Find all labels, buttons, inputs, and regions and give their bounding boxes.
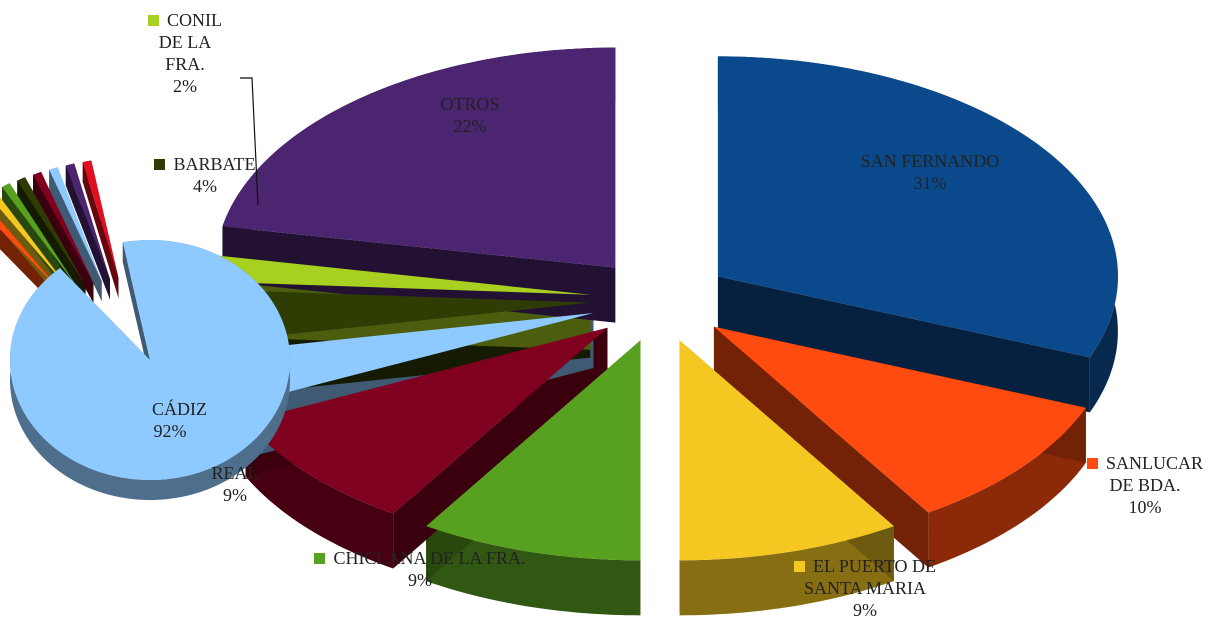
- percent-label: 92%: [153, 421, 187, 441]
- percent-label: 9%: [853, 600, 877, 620]
- percent-label: 10%: [1128, 497, 1162, 517]
- slice-edge: [33, 174, 94, 304]
- slice: [191, 253, 591, 295]
- slice-label: REAL 9%: [200, 462, 270, 506]
- slice-label: OTROS 22%: [400, 93, 540, 137]
- category-name: OTROS: [440, 94, 500, 114]
- slice-side: [426, 526, 641, 616]
- slice-side: [679, 526, 894, 616]
- slice: [2, 183, 78, 288]
- slice: [82, 160, 119, 279]
- slice-label: SAN FERNANDO 31%: [860, 150, 1000, 194]
- percent-label: 9%: [408, 570, 432, 590]
- slice-label: CÁDIZ 92%: [110, 398, 230, 442]
- slice: [33, 171, 94, 284]
- slice: [717, 56, 1118, 358]
- legend-key: [314, 553, 326, 564]
- slice-label: CONIL DE LA FRA. 2%: [140, 9, 230, 97]
- slice: [713, 326, 1086, 513]
- percent-label: 9%: [223, 485, 247, 505]
- category-name: BARBATE: [173, 154, 256, 174]
- slice: [49, 167, 102, 282]
- slice: [65, 163, 111, 280]
- legend-key: [154, 159, 166, 170]
- slice-label: BARBATE 4%: [140, 153, 270, 197]
- slice-edge: [122, 242, 150, 380]
- slice: [679, 340, 894, 561]
- percent-label: 4%: [193, 176, 217, 196]
- slice: [17, 177, 86, 286]
- slice-edge: [713, 326, 929, 568]
- leader-line: [240, 77, 259, 206]
- slice: [245, 327, 608, 514]
- percent-label: 31%: [913, 173, 947, 193]
- slice-side: [928, 407, 1086, 568]
- slice: [0, 197, 71, 291]
- slice-edge: [49, 169, 102, 302]
- main-pie: [190, 47, 1118, 616]
- legend-key: [148, 15, 159, 26]
- legend-key: [794, 561, 806, 572]
- slice: [426, 340, 641, 561]
- slice-label: SANLUCAR DE BDA. 10%: [1075, 452, 1215, 518]
- category-name: REAL: [211, 463, 259, 483]
- slice: [190, 288, 591, 344]
- slice-label: EL PUERTO DE SANTA MARIA 9%: [770, 555, 960, 621]
- cadiz-pie: [0, 160, 290, 500]
- legend-key: [133, 404, 144, 415]
- slice-edge: [82, 162, 119, 299]
- slice-edge: [222, 226, 616, 323]
- slice: [0, 220, 64, 294]
- slice: [10, 240, 290, 480]
- slice: [200, 312, 594, 407]
- slice-edge: [717, 276, 1090, 413]
- slice-edge: [65, 165, 111, 300]
- percent-label: 2%: [173, 76, 197, 96]
- percent-label: 22%: [453, 116, 487, 136]
- category-name: CÁDIZ: [152, 399, 207, 419]
- slice: [222, 47, 616, 268]
- category-name: EL PUERTO DE SANTA MARIA: [803, 556, 936, 598]
- slice-label: CHICLANA DE LA FRA. 9%: [310, 547, 530, 591]
- category-name: SAN FERNANDO: [860, 151, 1000, 171]
- legend-key: [1086, 458, 1098, 469]
- category-name: SANLUCAR DE BDA.: [1105, 453, 1203, 495]
- category-name: CHICLANA DE LA FRA.: [333, 548, 526, 568]
- category-name: CONIL DE LA FRA.: [158, 10, 222, 74]
